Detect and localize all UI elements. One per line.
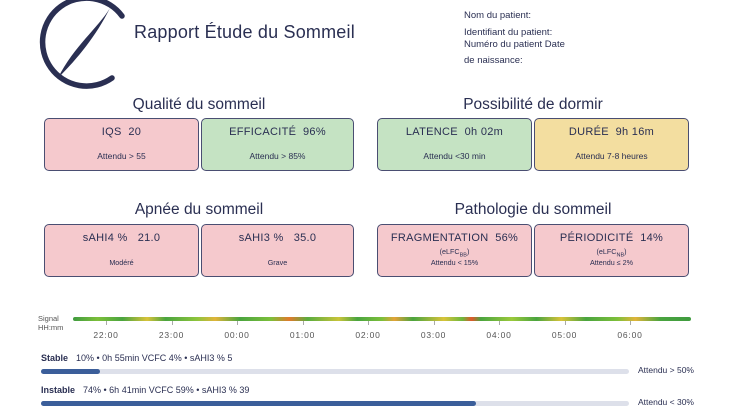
signal-label: Signal	[38, 314, 59, 323]
time-tick-mark	[368, 321, 369, 325]
section-title-apnea: Apnée du sommeil	[134, 201, 264, 218]
time-tick-mark	[302, 321, 304, 325]
sahi4-value: 21.0	[137, 232, 161, 244]
time-tick-label: 22:00	[93, 330, 119, 340]
logo-icon	[39, 0, 125, 89]
fragmentation-qualifier: (eLFCBB)	[439, 247, 470, 259]
section-title-pathology: Pathologie du sommeil	[454, 201, 612, 218]
time-tick-mark	[564, 321, 566, 325]
fragmentation-label: FRAGMENTATION	[390, 232, 489, 244]
fragmentation-note: Attendu < 15%	[430, 258, 479, 267]
card-sahi4: sAHI4 % 21.0 Modéré	[44, 224, 199, 277]
card-fragmentation: FRAGMENTATION 56% (eLFCBB) Attendu < 15%	[377, 224, 532, 277]
section-title-quality: Qualité du sommeil	[132, 96, 266, 113]
stable-stats: 10% • 0h 55min VCFC 4% • sAHI3 % 5	[76, 353, 233, 363]
stable-summary: Stable 10% • 0h 55min VCFC 4% • sAHI3 % 5	[41, 353, 232, 363]
fragmentation-value: 56%	[495, 232, 519, 244]
patient-number-label: Numéro du patient Date	[464, 39, 565, 50]
efficacite-label: EFFICACITÉ	[229, 126, 297, 138]
card-efficacite: EFFICACITÉ 96% Attendu > 85%	[201, 118, 354, 171]
iqs-value: 20	[128, 126, 142, 138]
iqs-label: IQS	[101, 126, 122, 138]
instable-label: Instable	[41, 385, 76, 395]
signal-quality-bar	[73, 317, 691, 321]
patient-id-label: Identifiant du patient:	[464, 26, 553, 38]
latence-value: 0h 02m	[464, 126, 504, 138]
patient-info: Nom du patient: Identifiant du patient: …	[464, 10, 565, 67]
time-tick-label: 01:00	[289, 330, 316, 340]
time-format-label: HH:mm	[38, 323, 64, 332]
card-duree: DURÉE 9h 16m Attendu 7-8 heures	[534, 118, 689, 171]
time-tick-mark	[171, 321, 173, 325]
periodicite-note: Attendu ≤ 2%	[589, 258, 634, 267]
report-title: Rapport Étude du Sommeil	[134, 22, 355, 42]
instable-summary: Instable 74% • 6h 41min VCFC 59% • sAHI3 …	[41, 385, 249, 395]
time-tick-label: 00:00	[224, 330, 250, 340]
sahi3-value: 35.0	[293, 232, 317, 244]
instable-stats: 74% • 6h 41min VCFC 59% • sAHI3 % 39	[83, 385, 250, 395]
duree-value: 9h 16m	[615, 126, 655, 138]
stable-target: Attendu > 50%	[637, 365, 694, 375]
efficacite-note: Attendu > 85%	[249, 151, 306, 161]
efficacite-value: 96%	[302, 126, 326, 138]
card-iqs: IQS 20 Attendu > 55	[44, 118, 199, 171]
stable-label: Stable	[41, 353, 69, 363]
instable-track	[41, 401, 629, 406]
iqs-note: Attendu > 55	[97, 151, 146, 161]
time-tick-label: 04:00	[486, 330, 512, 340]
instable-target: Attendu < 30%	[637, 397, 694, 407]
section-title-possibility: Possibilité de dormir	[463, 96, 603, 113]
periodicite-qualifier: (eLFCNB)	[596, 247, 627, 259]
instable-fill	[41, 401, 477, 406]
card-periodicite: PÉRIODICITÉ 14% (eLFCNB) Attendu ≤ 2%	[534, 224, 689, 277]
time-tick-mark	[499, 321, 500, 325]
periodicite-label: PÉRIODICITÉ	[559, 232, 634, 244]
time-tick-label: 05:00	[551, 330, 578, 340]
stable-track	[41, 369, 629, 374]
duree-note: Attendu 7-8 heures	[575, 151, 648, 161]
card-latence: LATENCE 0h 02m Attendu <30 min	[377, 118, 532, 171]
patient-name-label: Nom du patient:	[464, 10, 532, 21]
periodicite-value: 14%	[640, 232, 664, 244]
time-tick-label: 23:00	[158, 330, 185, 340]
time-tick-label: 03:00	[420, 330, 447, 340]
stable-fill	[41, 369, 100, 374]
time-tick-mark	[106, 321, 107, 325]
sahi3-note: Grave	[267, 258, 288, 267]
signal-axis-label: Signal HH:mm	[38, 314, 63, 332]
card-sahi3: sAHI3 % 35.0 Grave	[201, 224, 354, 277]
sahi4-label: sAHI4 %	[82, 232, 128, 244]
sahi4-note: Modéré	[109, 258, 134, 267]
time-tick-mark	[630, 321, 631, 325]
duree-label: DURÉE	[568, 126, 609, 138]
latence-note: Attendu <30 min	[423, 151, 486, 161]
patient-birthdate-label: de naissance:	[464, 54, 523, 66]
time-tick-mark	[237, 321, 238, 325]
latence-label: LATENCE	[405, 126, 458, 138]
time-tick-label: 02:00	[355, 330, 381, 340]
time-tick-label: 06:00	[617, 330, 643, 340]
sahi3-label: sAHI3 %	[238, 232, 284, 244]
time-tick-mark	[433, 321, 435, 325]
